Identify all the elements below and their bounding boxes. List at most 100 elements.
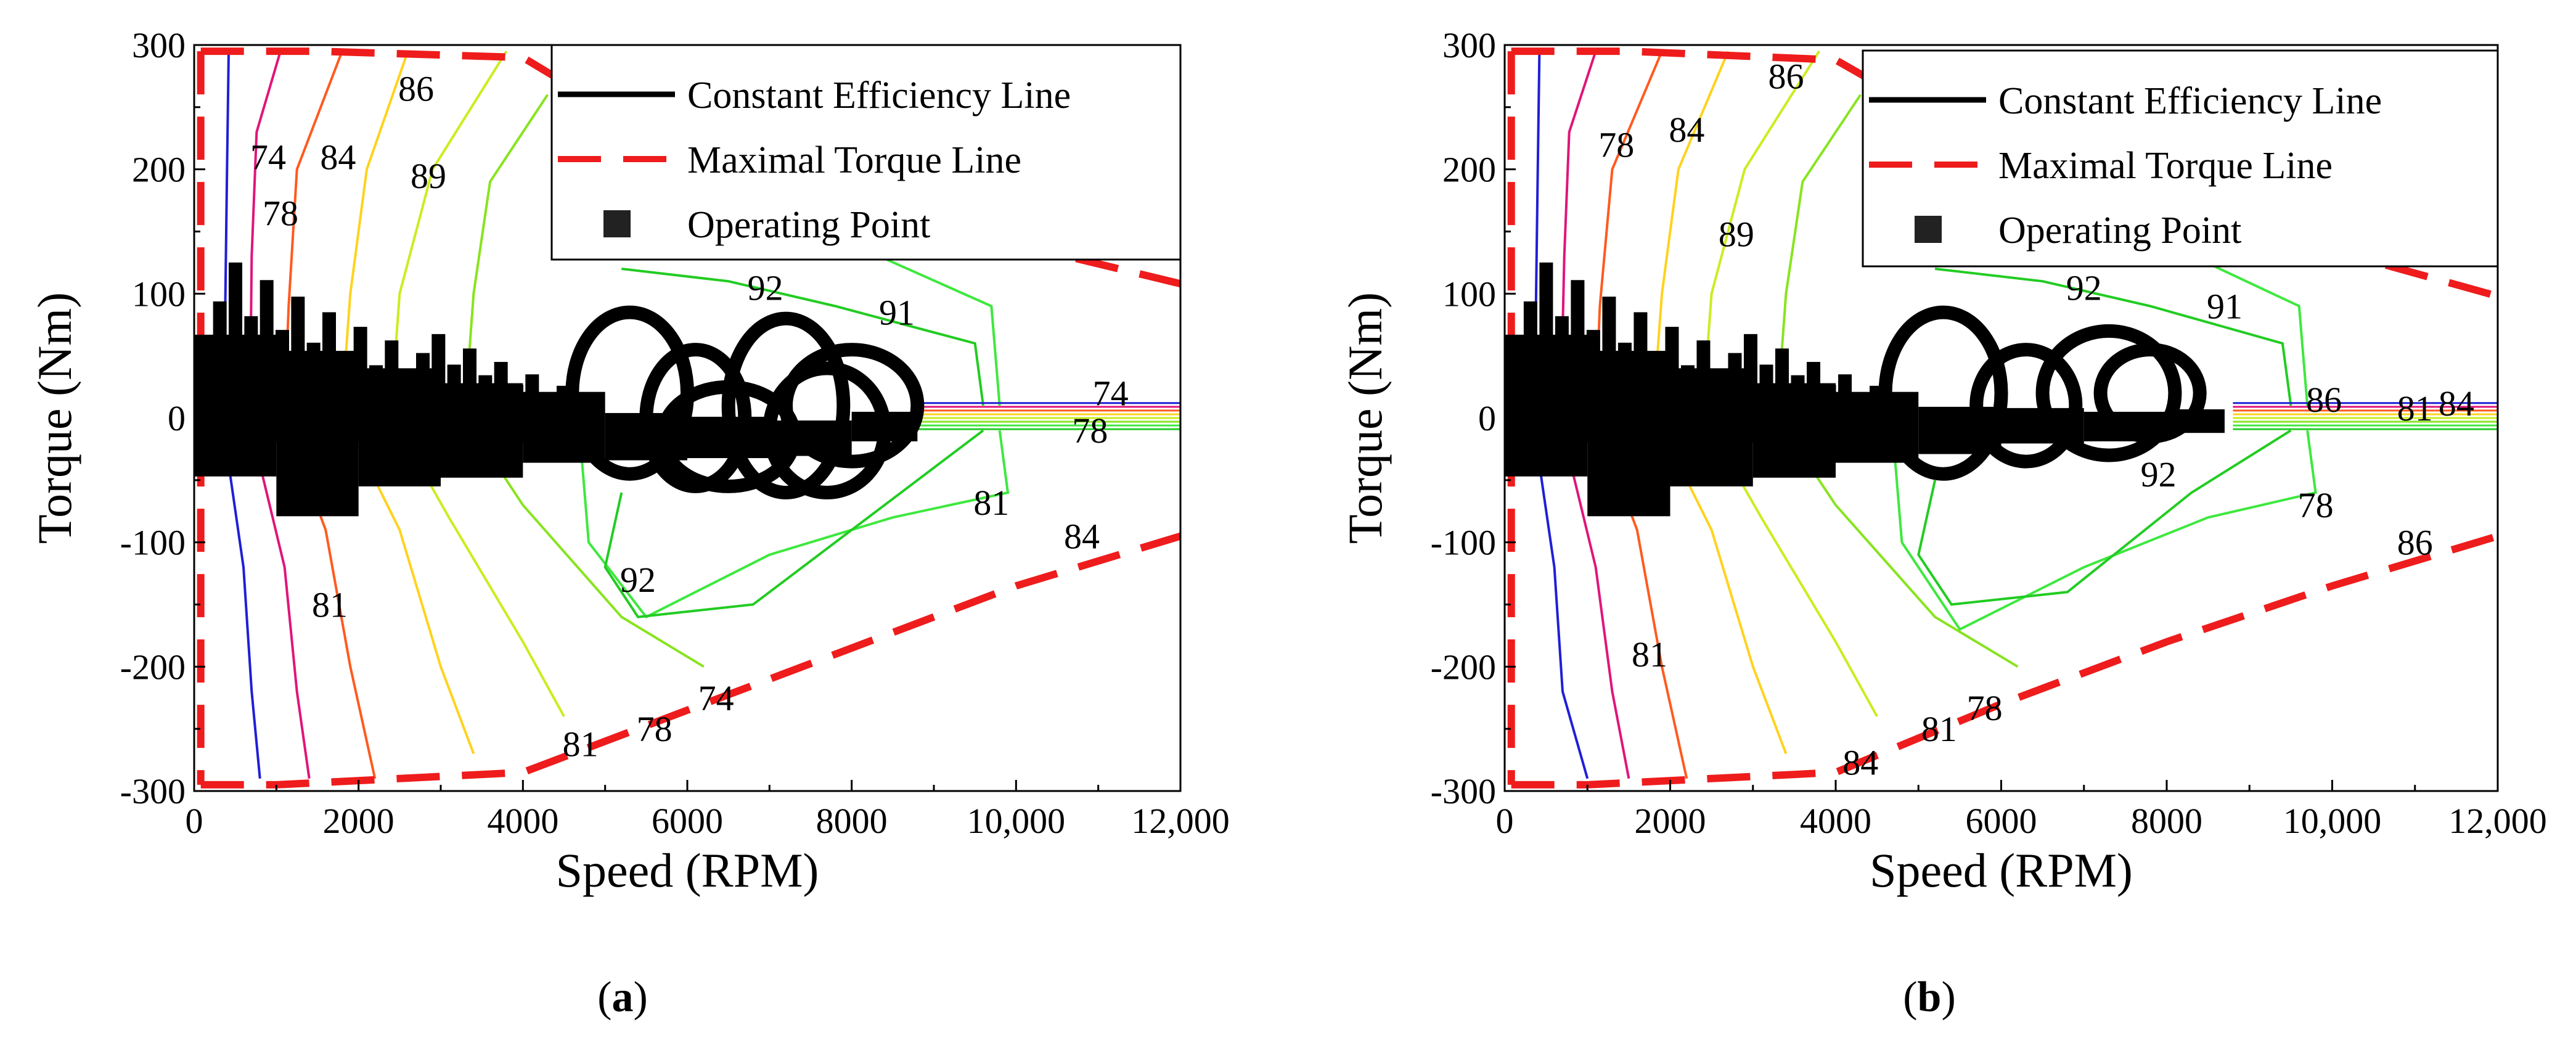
panel-b-operating-point-spike — [1712, 375, 1726, 443]
panel-a-operating-point-spike — [244, 316, 258, 443]
panel-b-caption-letter: b — [1918, 973, 1942, 1021]
panel-b-contour-label: 78 — [1598, 125, 1634, 165]
panel-b-legend-box — [1862, 49, 2499, 268]
panel-a-operating-point-spike — [229, 262, 242, 443]
panel-b-x-tick-label: 6000 — [1966, 801, 2037, 841]
panel-a-operating-point-spike — [525, 374, 539, 443]
panel-b-caption-close: ) — [1941, 973, 1955, 1021]
panel-b-operating-point-spike — [1696, 340, 1711, 443]
panel-a-contour-label: 91 — [879, 293, 915, 333]
panel-b-operating-point-spike — [1571, 280, 1585, 443]
panel-b-contour-label: 78 — [1967, 688, 2003, 728]
panel-a-contour-78-lower — [250, 430, 311, 779]
panel-b-y-tick-label: 100 — [1442, 274, 1496, 314]
panel-b-operating-point-spike — [1775, 348, 1789, 443]
panel-a-operating-point-loop — [763, 361, 891, 500]
panel-b-legend-entry: Constant Efficiency Line — [1998, 80, 2382, 122]
panel-b-contour-label: 78 — [2298, 485, 2334, 525]
panel-a-operating-point-spike — [400, 375, 414, 443]
panel-a-operating-point-spike — [322, 312, 336, 443]
panel-b-operating-point-loop — [1878, 305, 2008, 481]
panel-a-contour-label: 81 — [312, 585, 348, 625]
panel-a-operating-point-spike — [197, 343, 211, 443]
panel-b-operating-point-spike — [1539, 262, 1553, 443]
panel-a-operating-point-spike — [260, 280, 274, 443]
panel-a-legend-entry: Maximal Torque Line — [687, 139, 1021, 181]
panel-a-contour-label: 78 — [263, 193, 298, 233]
panel-a-contour-92-upper — [621, 268, 984, 406]
panel-a-legend: Constant Efficiency Line Maximal Torque L… — [550, 44, 1182, 261]
panel-a-contour-label: 74 — [250, 137, 286, 178]
panel-b-operating-point-spike — [1508, 343, 1522, 443]
panel-b-contour-label: 92 — [2066, 268, 2102, 308]
panel-b-y-tick-label: 300 — [1442, 25, 1496, 65]
panel-b-x-tick-label: 8000 — [2131, 801, 2202, 841]
panel-b-legend-swatch-operating-point — [1915, 216, 1942, 243]
panel-b-operating-point-spike — [1838, 374, 1852, 443]
panel-b-x-tick-label: 4000 — [1800, 801, 1871, 841]
panel-a-caption-open: ( — [597, 973, 611, 1021]
panel-b-operating-point-spike — [1743, 334, 1757, 443]
panel-a-contour-label: 81 — [973, 483, 1009, 523]
panel-a-x-tick-label: 12,000 — [1131, 801, 1230, 841]
panel-b-operating-point-spike — [1854, 393, 1868, 443]
panel-b-operating-point-spike — [1728, 353, 1742, 443]
panel-b-operating-point-spike — [1791, 375, 1805, 443]
panel-b-contour-label: 91 — [2207, 287, 2243, 327]
panel-b-operating-point-loop — [2035, 324, 2182, 462]
panel-b-operating-point-spike — [1523, 301, 1537, 443]
panel-a-legend-swatch-operating-point — [603, 210, 631, 237]
panel-a-y-tick-label: 200 — [132, 150, 186, 190]
panel-a-x-tick-label: 4000 — [487, 801, 558, 841]
panel-b-operating-point-spike — [1807, 362, 1821, 443]
panel-a-y-tick-label: 100 — [132, 274, 186, 314]
panel-b-operating-point-spike — [1649, 354, 1663, 443]
panel-a-y-tick-label: -100 — [120, 523, 186, 563]
panel-b-contour-label: 84 — [1669, 110, 1704, 150]
panel-b-operating-point-spike — [1822, 385, 1836, 443]
panel-a-operating-point-loop — [721, 311, 851, 499]
panel-a-operating-point-spike — [306, 342, 321, 443]
panel-a-legend-box — [550, 44, 1182, 261]
panel-a-y-tick-label: 300 — [132, 25, 186, 65]
panel-a-operating-point-spike — [431, 334, 446, 443]
panel-b-max-torque-line-neg — [1511, 532, 2498, 789]
panel-a-contour-92-lower — [603, 429, 984, 618]
panel-b-contour-label: 84 — [1842, 743, 1878, 783]
panel-b-operating-point-spike — [1665, 327, 1679, 443]
panel-a-operating-point-spike — [353, 327, 367, 443]
panel-a-contour-label: 74 — [698, 678, 734, 718]
panel-a-contour-label: 92 — [620, 560, 656, 600]
panel-b-operating-point-spike — [1634, 312, 1648, 443]
panel-a-contour-91-lower — [579, 430, 1010, 619]
panel-a-contour-84-upper — [341, 51, 409, 406]
panel-a-x-axis-label: Speed (RPM) — [556, 843, 819, 897]
panel-a-y-tick-label: -300 — [120, 771, 186, 811]
panel-a-operating-point-spike — [276, 330, 289, 443]
panel-b-operating-point-spike — [1602, 297, 1616, 443]
panel-b-operating-point-spike — [1555, 316, 1569, 443]
panel-a-operating-point-spike — [510, 385, 523, 443]
panel-a-contour-label: 78 — [637, 709, 673, 749]
panel-a-operating-point-spike — [385, 340, 399, 443]
panel-b-x-tick-label: 0 — [1496, 801, 1514, 841]
panel-a-operating-point-spike — [478, 375, 493, 443]
panel-a-operating-point-spike — [369, 365, 383, 443]
panel-b-contour-78-lower — [1561, 430, 1630, 779]
panel-b-y-tick-label: 200 — [1442, 150, 1496, 190]
panel-a-operating-point-spike — [447, 364, 461, 443]
panel-a-caption-letter: a — [612, 973, 634, 1021]
panel-b-contour-label: 86 — [2397, 523, 2433, 563]
panel-a-contour-label: 78 — [1072, 411, 1108, 451]
panel-b-contour-label: 81 — [1921, 709, 1957, 749]
panel-a-contour-label: 89 — [411, 156, 446, 196]
panel-b-contour-91-lower — [1892, 430, 2317, 631]
panel-b-x-tick-label: 10,000 — [2283, 801, 2382, 841]
panel-b-operating-point-spike — [1680, 365, 1695, 443]
panel-b-legend: Constant Efficiency Line Maximal Torque L… — [1862, 49, 2499, 268]
panel-b-legend-entry: Operating Point — [1998, 210, 2241, 252]
panel-a-contour-label: 74 — [1093, 374, 1129, 414]
panel-b-y-tick-label: -200 — [1431, 647, 1496, 687]
panel-a-y-tick-label: -200 — [120, 647, 186, 687]
